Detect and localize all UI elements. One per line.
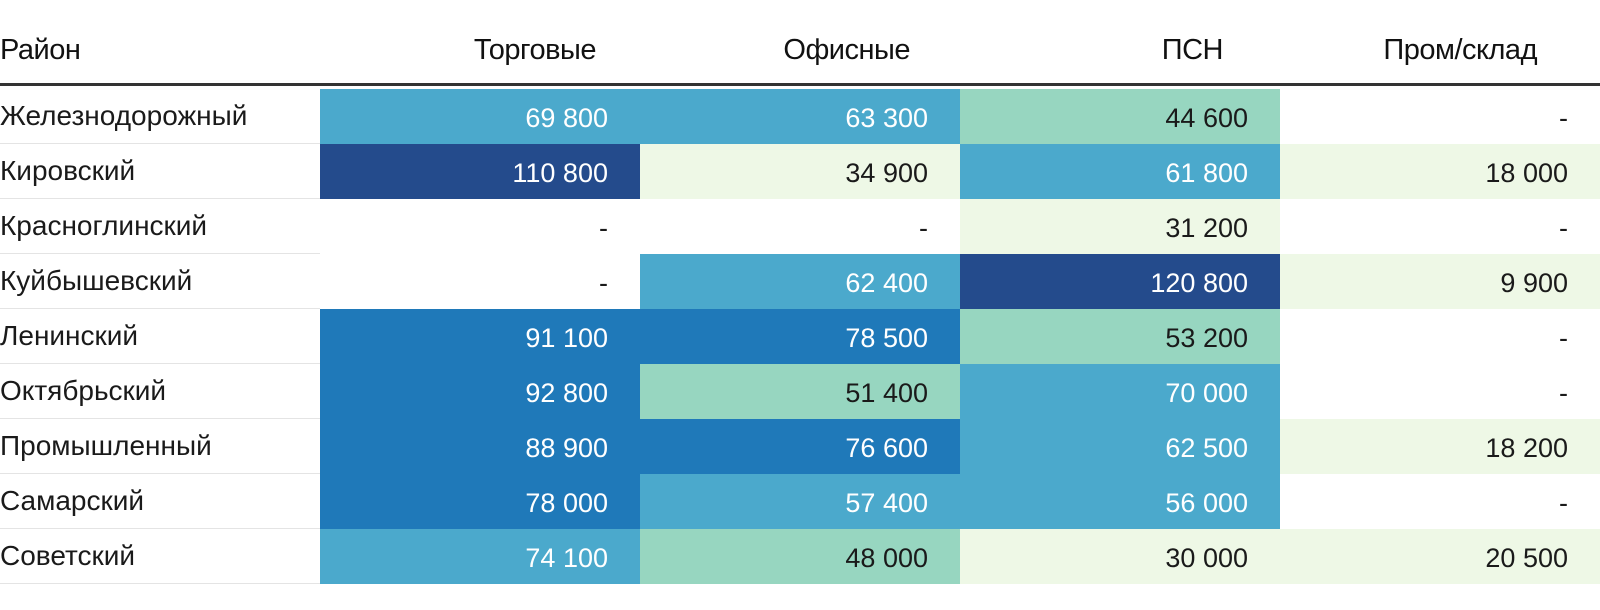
table-row: Кировский 110 800 34 900 61 800 18 000 xyxy=(0,144,1600,199)
value-cell: 78 000 xyxy=(320,474,640,529)
value-cell: 92 800 xyxy=(320,364,640,419)
district-label: Промышленный xyxy=(0,430,212,461)
value-cell: 70 000 xyxy=(960,364,1280,419)
district-label: Кировский xyxy=(0,155,136,186)
table-row: Октябрьский 92 800 51 400 70 000- xyxy=(0,364,1600,419)
district-label: Железнодорожный xyxy=(0,100,248,131)
header-district: Район xyxy=(0,34,81,66)
district-label: Советский xyxy=(0,540,136,571)
district-label: Красноглинский xyxy=(0,210,208,241)
district-label: Куйбышевский xyxy=(0,265,193,296)
value-cell: 88 900 xyxy=(320,419,640,474)
header-trade: Торговые xyxy=(473,34,597,66)
value-cell: 51 400 xyxy=(640,364,960,419)
value-cell: - xyxy=(1280,199,1600,254)
value-cell: - xyxy=(640,199,960,254)
value-cell: 18 000 xyxy=(1280,144,1600,199)
value-cell: 9 900 xyxy=(1280,254,1600,309)
value-cell: - xyxy=(1280,89,1600,144)
table-row: Ленинский 91 100 78 500 53 200- xyxy=(0,309,1600,364)
value-cell: 91 100 xyxy=(320,309,640,364)
value-cell: - xyxy=(320,254,640,309)
header-psn: ПСН xyxy=(1161,34,1224,66)
value-cell: 53 200 xyxy=(960,309,1280,364)
table-row: Промышленный 88 900 76 600 62 500 18 200 xyxy=(0,419,1600,474)
value-cell: 61 800 xyxy=(960,144,1280,199)
table-row: Самарский 78 000 57 400 56 000- xyxy=(0,474,1600,529)
value-cell: 20 500 xyxy=(1280,529,1600,584)
value-cell: - xyxy=(320,199,640,254)
value-cell: 62 500 xyxy=(960,419,1280,474)
district-label: Ленинский xyxy=(0,320,139,351)
value-cell: 44 600 xyxy=(960,89,1280,144)
value-cell: 74 100 xyxy=(320,529,640,584)
header-office: Офисные xyxy=(783,34,910,66)
value-cell: 110 800 xyxy=(320,144,640,199)
value-cell: 57 400 xyxy=(640,474,960,529)
value-cell: 62 400 xyxy=(640,254,960,309)
table-row: Куйбышевский -62 400 120 800 9 900 xyxy=(0,254,1600,309)
value-cell: 56 000 xyxy=(960,474,1280,529)
value-cell: 18 200 xyxy=(1280,419,1600,474)
value-cell: 69 800 xyxy=(320,89,640,144)
value-cell: 48 000 xyxy=(640,529,960,584)
table-row: Красноглинский - -31 200- xyxy=(0,199,1600,254)
value-cell: 34 900 xyxy=(640,144,960,199)
table-row: Железнодорожный 69 800 63 300 44 600- xyxy=(0,89,1600,144)
value-cell: - xyxy=(1280,309,1600,364)
value-cell: 63 300 xyxy=(640,89,960,144)
header-industrial: Пром/склад xyxy=(1383,34,1537,66)
table-header: Район Торговые Офисные ПСН Пром/склад xyxy=(0,22,1600,86)
district-label: Самарский xyxy=(0,485,145,516)
value-cell: 120 800 xyxy=(960,254,1280,309)
value-cell: 78 500 xyxy=(640,309,960,364)
value-cell: 76 600 xyxy=(640,419,960,474)
value-cell: 31 200 xyxy=(960,199,1280,254)
value-cell: - xyxy=(1280,474,1600,529)
district-label: Октябрьский xyxy=(0,375,167,406)
value-cell: 30 000 xyxy=(960,529,1280,584)
table-row: Советский 74 100 48 000 30 000 20 500 xyxy=(0,529,1600,584)
value-cell: - xyxy=(1280,364,1600,419)
